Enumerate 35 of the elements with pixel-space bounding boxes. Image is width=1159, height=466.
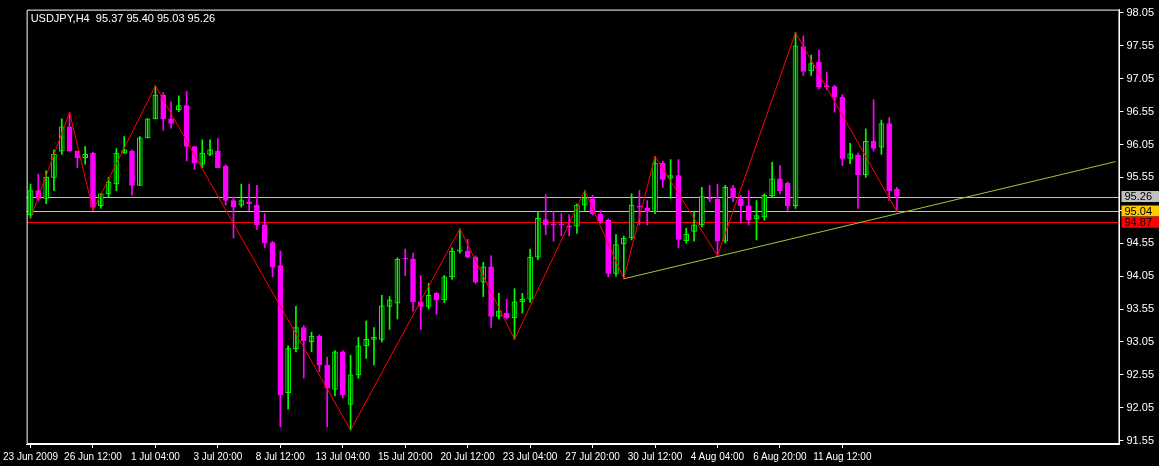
y-tick-label: 94.55 xyxy=(1126,236,1154,249)
ref-line-label: 95.26 xyxy=(1124,190,1152,203)
x-tick-label: 8 Jul 12:00 xyxy=(255,450,306,462)
y-tick-label: 96.55 xyxy=(1126,104,1154,117)
x-tick-label: 6 Aug 20:00 xyxy=(753,450,808,462)
x-tick-label: 26 Jun 12:00 xyxy=(64,450,123,462)
x-tick-label: 30 Jul 12:00 xyxy=(627,450,683,462)
y-tick-label: 92.55 xyxy=(1126,367,1154,380)
y-tick-label: 97.55 xyxy=(1126,38,1154,51)
x-tick-label: 15 Jul 20:00 xyxy=(377,450,433,462)
y-tick-label: 93.05 xyxy=(1126,335,1154,348)
x-tick-label: 3 Jul 20:00 xyxy=(193,450,243,462)
ref-line-label: 94.87 xyxy=(1124,215,1152,228)
x-tick-label: 23 Jul 04:00 xyxy=(502,450,558,462)
x-tick-label: 1 Jul 04:00 xyxy=(130,450,181,462)
y-tick-label: 98.05 xyxy=(1126,5,1154,18)
candlestick xyxy=(246,183,252,211)
y-tick-label: 91.55 xyxy=(1126,433,1154,446)
ref-line-label: 95.04 xyxy=(1124,204,1152,217)
y-tick-label: 94.05 xyxy=(1126,269,1154,282)
candlestick xyxy=(402,248,409,276)
x-tick-label: 23 Jun 2009 xyxy=(3,450,59,462)
chart-title: USDJPY,H4 95.37 95.40 95.03 95.26 xyxy=(30,12,216,25)
y-tick-label: 96.05 xyxy=(1126,137,1154,150)
y-tick-label: 93.55 xyxy=(1126,302,1154,315)
x-tick-label: 4 Aug 04:00 xyxy=(690,450,745,462)
x-tick-label: 13 Jul 04:00 xyxy=(315,450,371,462)
y-tick-label: 97.05 xyxy=(1126,71,1154,84)
y-tick-label: 92.05 xyxy=(1126,400,1154,413)
y-tick-label: 95.55 xyxy=(1126,170,1154,183)
x-tick-label: 20 Jul 12:00 xyxy=(440,450,496,462)
candlestick xyxy=(371,327,377,366)
x-tick-label: 27 Jul 20:00 xyxy=(565,450,621,462)
x-tick-label: 11 Aug 12:00 xyxy=(813,450,872,462)
candlestick xyxy=(457,228,463,254)
